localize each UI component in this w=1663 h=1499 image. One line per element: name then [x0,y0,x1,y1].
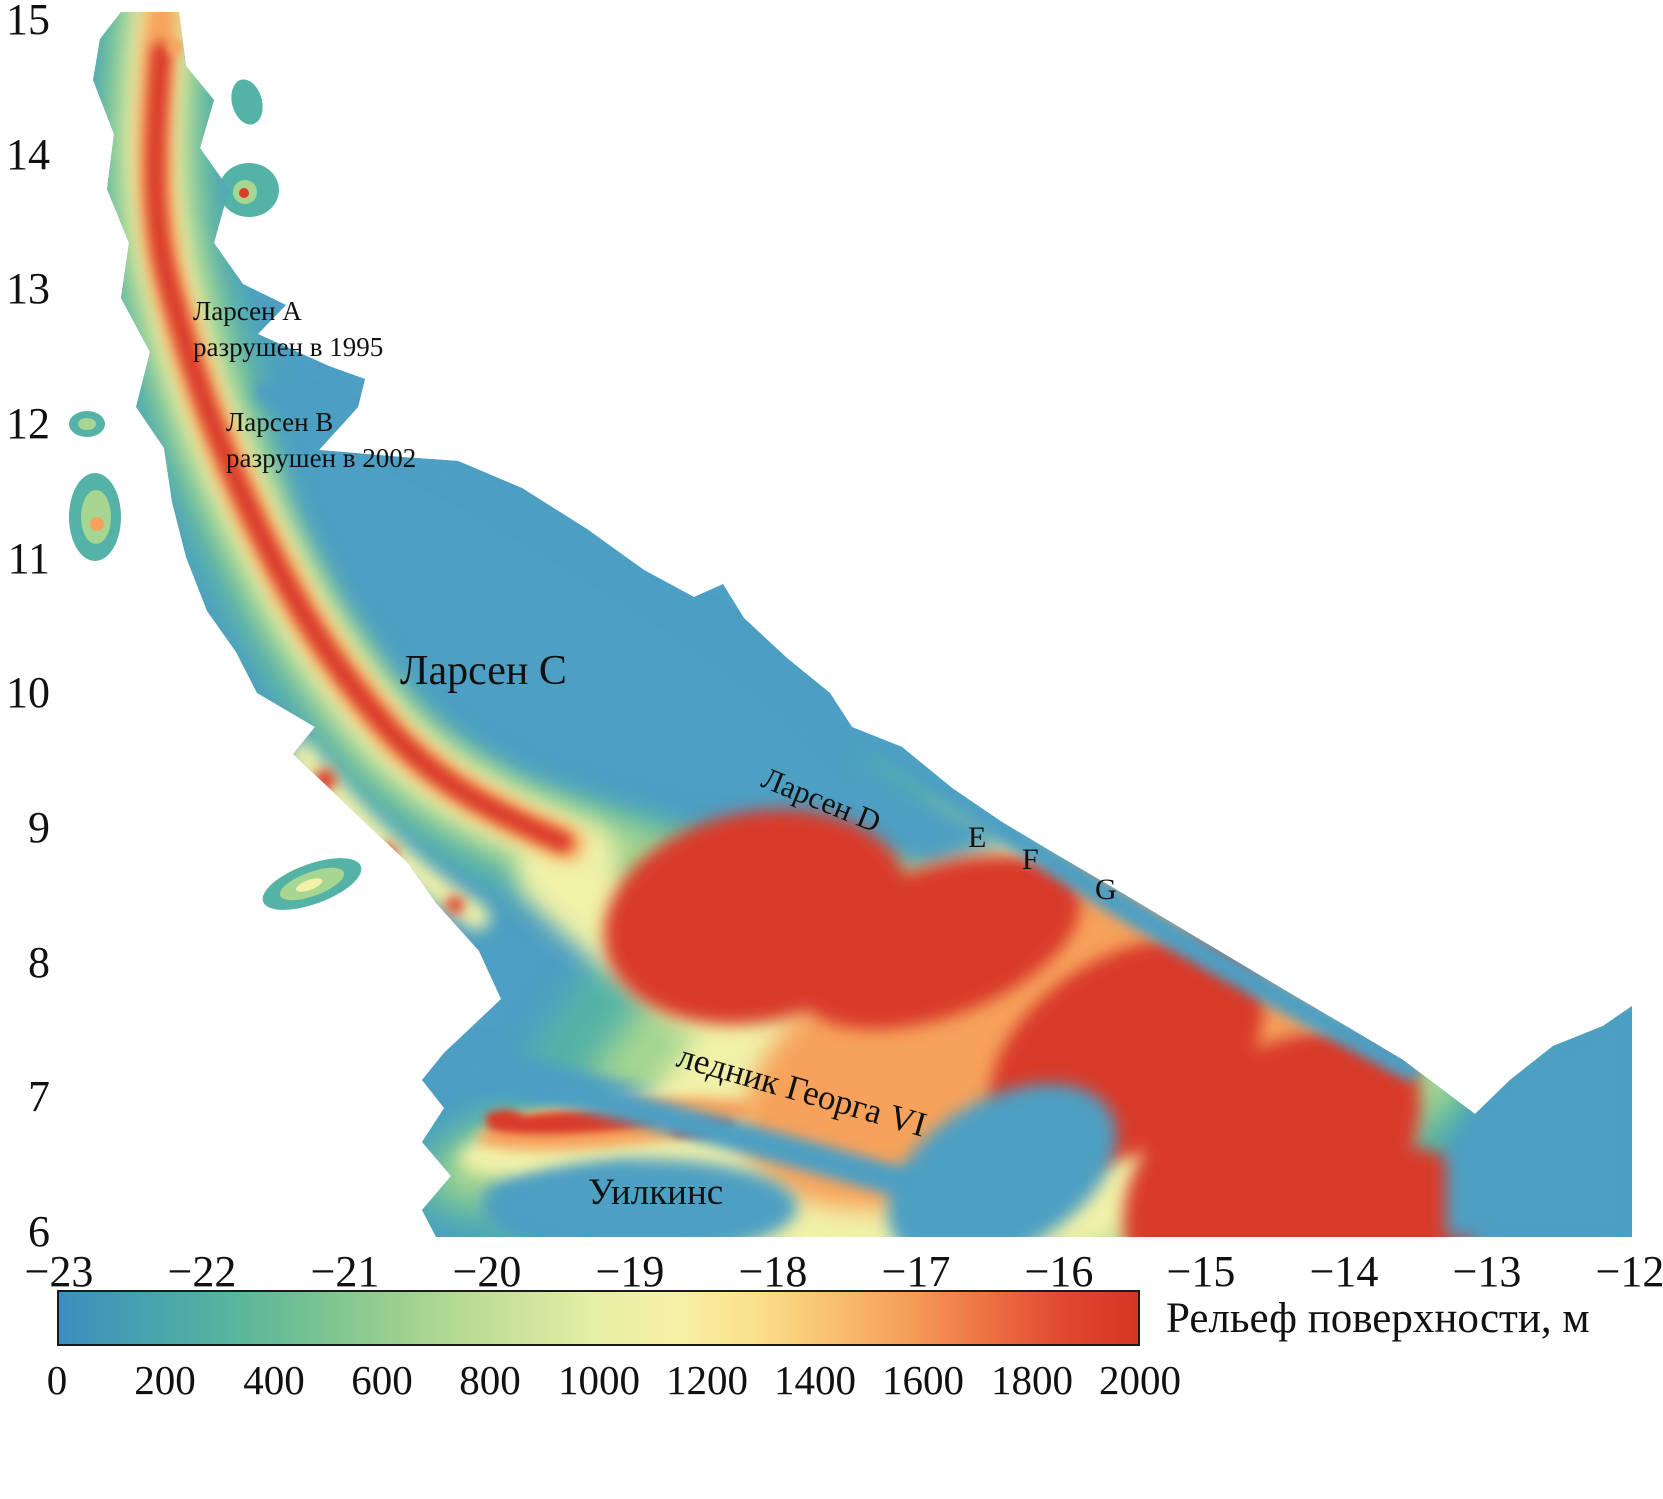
colorbar-tick-label: 200 [134,1357,196,1403]
map-plot-area [57,12,1632,1237]
colorbar-tick-label: 2000 [1099,1357,1181,1403]
x-axis-tick: −16 [1024,1247,1094,1296]
colorbar-tick-label: 1400 [774,1357,856,1403]
colorbar-tick-label: 600 [351,1357,413,1403]
peninsula-ridge [145,42,572,852]
colorbar-tick-label: 1000 [558,1357,640,1403]
y-axis-tick: 7 [28,1072,50,1121]
y-axis-tick: 10 [6,668,50,717]
colorbar-tick-label: 1800 [991,1357,1073,1403]
label-larsen-a: Ларсен A разрушен в 1995 [193,293,383,365]
x-axis-tick: −14 [1309,1247,1379,1296]
x-axis-tick: −17 [881,1247,951,1296]
y-axis-tick: 13 [6,264,50,313]
x-axis-tick: −21 [310,1247,380,1296]
colorbar-tick-label: 0 [46,1357,68,1403]
label-larsen-a-line2: разрушен в 1995 [193,332,384,362]
y-axis-tick: 9 [28,803,50,852]
label-larsen-b: Ларсен B разрушен в 2002 [226,404,416,476]
colorbar-tick-label: 800 [459,1357,521,1403]
x-axis-tick: −12 [1595,1247,1663,1296]
x-axis-tick: −18 [738,1247,808,1296]
colorbar-title: Рельеф поверхности, м [1166,1295,1590,1342]
y-axis-tick: 14 [6,130,50,179]
label-larsen-b-line2: разрушен в 2002 [226,443,417,473]
label-larsen-e: E [968,821,987,854]
colorbar-tick-label: 400 [243,1357,305,1403]
label-wilkins: Уилкинс [588,1172,724,1213]
x-axis-tick: −22 [167,1247,237,1296]
colorbar-tick-label: 1200 [666,1357,748,1403]
y-axis-tick: 12 [6,399,50,448]
label-larsen-b-line1: Ларсен B [226,407,334,437]
islands [69,79,362,910]
label-larsen-f: F [1022,843,1039,876]
x-axis-tick: −23 [24,1247,94,1296]
y-axis-tick: 15 [6,0,50,44]
x-axis-tick: −20 [452,1247,522,1296]
y-axis-tick: 8 [28,938,50,987]
label-larsen-a-line1: Ларсен A [193,296,302,326]
y-axis-tick: 6 [28,1207,50,1256]
relief-map [69,12,1632,1237]
label-larsen-c: Ларсен C [400,648,567,694]
x-axis-tick: −15 [1166,1247,1236,1296]
colorbar-gradient [57,1290,1140,1346]
x-axis-tick: −13 [1452,1247,1522,1296]
x-axis-tick: −19 [595,1247,665,1296]
y-axis-tick: 11 [7,534,50,583]
label-larsen-g: G [1095,873,1117,906]
colorbar-tick-label: 1600 [882,1357,964,1403]
